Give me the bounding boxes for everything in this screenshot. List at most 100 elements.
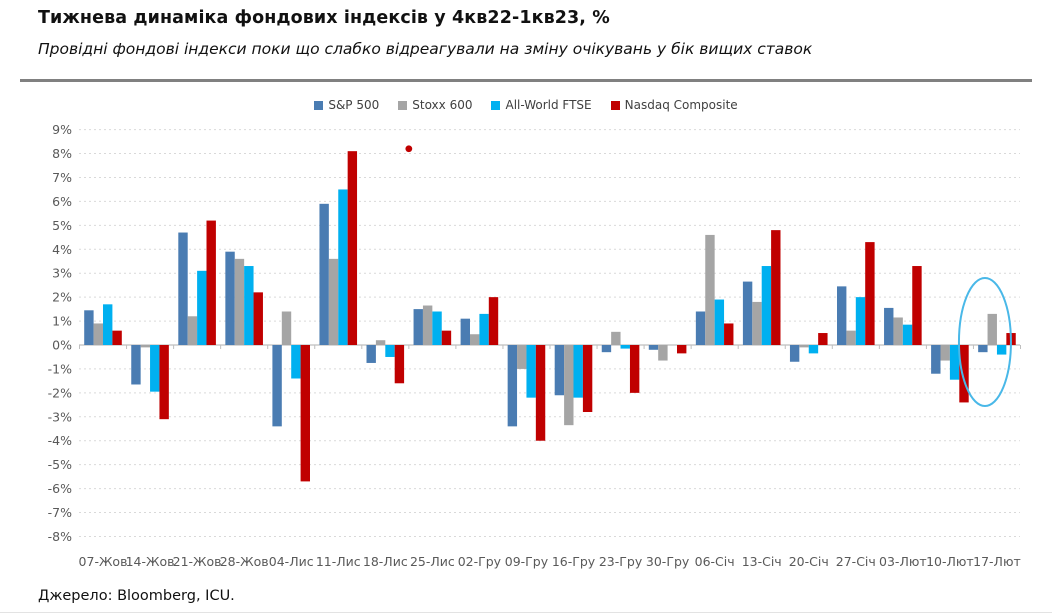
bar-all-world-ftse: [808, 345, 819, 354]
legend-swatch-icon: [491, 100, 501, 110]
bar-s-p-500: [460, 318, 470, 345]
bar-stoxx-600: [940, 345, 950, 361]
bar-nasdaq-composite: [771, 230, 781, 345]
bar-nasdaq-composite: [206, 220, 216, 345]
bar-nasdaq-composite: [253, 292, 263, 345]
bar-s-p-500: [84, 310, 94, 345]
bar-stoxx-600: [752, 301, 762, 345]
bar-nasdaq-composite: [300, 345, 310, 482]
header-divider: [20, 79, 1032, 82]
legend-item-2: Stoxx 600: [398, 98, 472, 112]
chart-title: Тижнева динаміка фондових індексів у 4кв…: [38, 8, 610, 28]
x-axis-category-label: 11-Лис: [316, 554, 361, 569]
bar-stoxx-600: [705, 234, 715, 345]
bar-stoxx-600: [893, 317, 903, 345]
legend-label: Nasdaq Composite: [624, 98, 738, 112]
bar-s-p-500: [413, 309, 423, 345]
y-axis-tick-label: -8%: [48, 529, 72, 544]
bar-all-world-ftse: [432, 311, 442, 345]
bar-stoxx-600: [140, 345, 151, 348]
bar-all-world-ftse: [996, 345, 1007, 355]
bar-s-p-500: [554, 345, 565, 396]
bar-nasdaq-composite: [159, 345, 169, 420]
bar-stoxx-600: [422, 305, 433, 345]
y-axis-tick-label: -1%: [48, 361, 72, 376]
y-axis-tick-label: 3%: [52, 266, 72, 281]
bar-nasdaq-composite: [912, 266, 922, 345]
bar-all-world-ftse: [291, 345, 301, 379]
bar-nasdaq-composite: [441, 330, 452, 345]
bar-s-p-500: [978, 345, 988, 353]
bar-s-p-500: [648, 345, 659, 350]
bar-all-world-ftse: [761, 266, 772, 345]
bar-stoxx-600: [987, 313, 997, 345]
y-axis-tick-label: -2%: [48, 385, 72, 400]
source-note: Джерело: Bloomberg, ICU.: [38, 588, 235, 604]
highlight-ellipse: [957, 277, 1012, 407]
bar-s-p-500: [272, 345, 282, 427]
bar-s-p-500: [366, 345, 376, 363]
bar-nasdaq-composite: [488, 297, 499, 345]
bar-nasdaq-composite: [818, 333, 828, 345]
bar-s-p-500: [131, 345, 141, 385]
bar-stoxx-600: [375, 340, 386, 345]
bar-stoxx-600: [564, 345, 574, 426]
y-axis-tick-label: 6%: [52, 194, 72, 209]
y-axis-tick-label: -7%: [48, 505, 72, 520]
x-axis-category-label: 04-Лис: [269, 554, 314, 569]
legend-swatch-icon: [314, 100, 324, 110]
x-axis-category-label: 28-Жов: [220, 554, 269, 569]
bar-s-p-500: [931, 345, 941, 374]
bar-s-p-500: [319, 203, 329, 345]
bar-all-world-ftse: [150, 345, 160, 392]
bar-stoxx-600: [846, 330, 856, 345]
bar-all-world-ftse: [338, 189, 348, 345]
x-axis-category-label: 14-Жов: [126, 554, 175, 569]
y-axis-tick-label: -4%: [48, 433, 72, 448]
bar-all-world-ftse: [714, 299, 725, 345]
bar-nasdaq-composite: [112, 330, 122, 345]
bar-s-p-500: [225, 251, 235, 345]
x-axis-category-label: 23-Гру: [599, 554, 643, 569]
x-axis-category-label: 16-Гру: [552, 554, 596, 569]
x-axis-category-label: 20-Січ: [789, 554, 829, 569]
bar-s-p-500: [742, 281, 753, 345]
bar-nasdaq-composite: [535, 345, 546, 441]
x-axis-category-label: 03-Лют: [879, 554, 927, 569]
bar-nasdaq-composite: [394, 345, 405, 384]
bar-all-world-ftse: [949, 345, 960, 380]
x-axis-category-label: 30-Гру: [646, 554, 690, 569]
bar-s-p-500: [178, 232, 188, 345]
x-axis-category-label: 06-Січ: [695, 554, 735, 569]
legend-label: Stoxx 600: [412, 98, 473, 112]
bar-s-p-500: [601, 345, 612, 353]
x-axis-category-label: 17-Лют: [973, 554, 1021, 569]
chart-legend: S&P 500 Stoxx 600 All-World FTSE Nasdaq Com…: [0, 97, 1052, 113]
bar-stoxx-600: [799, 345, 809, 348]
y-axis-tick-label: 5%: [52, 218, 72, 233]
bar-all-world-ftse: [479, 313, 489, 345]
bar-stoxx-600: [470, 334, 480, 345]
bar-all-world-ftse: [103, 304, 113, 345]
y-axis-tick-label: 0%: [52, 338, 72, 353]
bar-all-world-ftse: [526, 345, 536, 398]
y-axis-tick-label: -5%: [48, 457, 72, 472]
x-axis-category-label: 27-Січ: [836, 554, 876, 569]
x-axis-category-label: 18-Лис: [363, 554, 408, 569]
x-axis-category-label: 21-Жов: [173, 554, 222, 569]
bar-stoxx-600: [328, 258, 339, 345]
x-axis-category-label: 07-Жов: [79, 554, 128, 569]
bar-nasdaq-composite: [724, 323, 734, 345]
legend-item-4: Nasdaq Composite: [610, 98, 738, 112]
y-axis-tick-label: 7%: [52, 170, 72, 185]
bar-stoxx-600: [611, 331, 621, 345]
x-axis-category-label: 02-Гру: [458, 554, 502, 569]
bar-s-p-500: [789, 345, 800, 362]
bar-all-world-ftse: [244, 266, 254, 345]
x-axis-category-label: 25-Лис: [410, 554, 455, 569]
bar-s-p-500: [695, 311, 706, 345]
bar-all-world-ftse: [385, 345, 395, 357]
bar-stoxx-600: [281, 311, 292, 345]
